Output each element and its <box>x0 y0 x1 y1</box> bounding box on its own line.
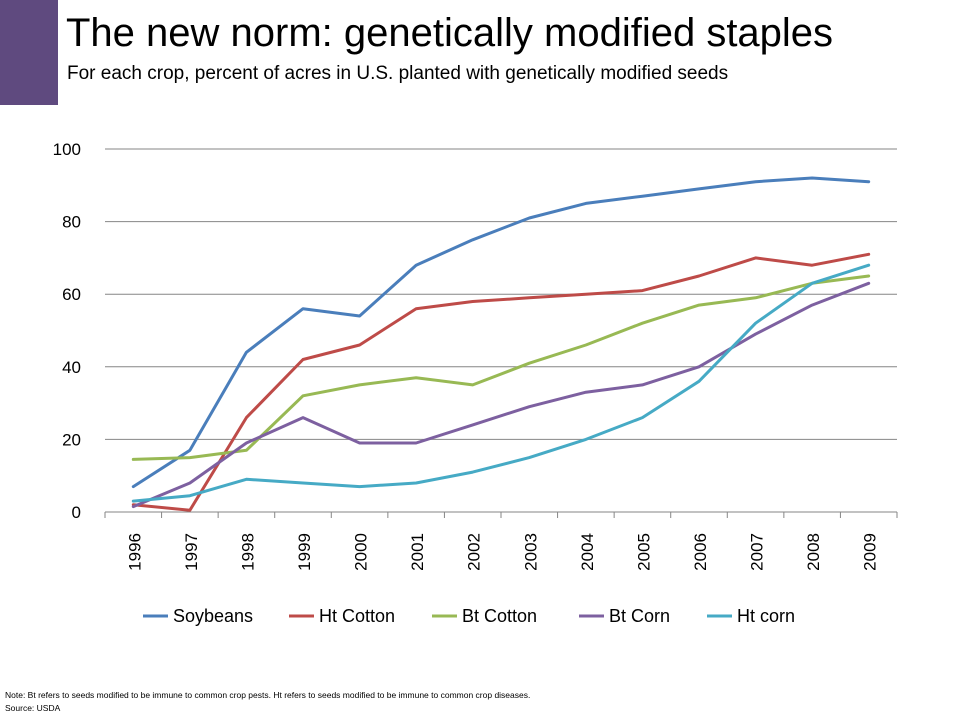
x-tick-label: 2000 <box>352 533 371 571</box>
legend-label-ht-corn: Ht corn <box>737 606 795 626</box>
legend-label-ht-cotton: Ht Cotton <box>319 606 395 626</box>
x-tick-label: 2007 <box>748 533 767 571</box>
x-tick-label: 2006 <box>691 533 710 571</box>
footnote-note: Note: Bt refers to seeds modified to be … <box>5 690 531 700</box>
series-line-bt-cotton <box>131 274 871 461</box>
x-tick-label: 1998 <box>238 533 257 571</box>
series-lines <box>131 176 871 512</box>
accent-bar <box>0 0 58 105</box>
series-line-soybeans <box>131 176 871 489</box>
y-tick-label: 0 <box>72 503 81 522</box>
y-tick-label: 100 <box>53 140 81 159</box>
y-tick-label: 80 <box>62 213 81 232</box>
x-tick-label: 2004 <box>578 533 597 571</box>
legend: Soybeans Ht Cotton Bt Cotton Bt Corn Ht corn <box>143 606 795 626</box>
x-tick-label: 2009 <box>861 533 880 571</box>
x-tick-label: 2002 <box>465 533 484 571</box>
x-tick-label: 2008 <box>804 533 823 571</box>
slide-subtitle: For each crop, percent of acres in U.S. … <box>67 63 729 84</box>
footnote-source: Source: USDA <box>5 703 61 713</box>
y-tick-label: 40 <box>62 358 81 377</box>
series-line-bt-corn <box>131 281 871 509</box>
y-tick-label: 60 <box>62 285 81 304</box>
x-tick-label: 1999 <box>295 533 314 571</box>
slide-title: The new norm: genetically modified stapl… <box>66 11 834 55</box>
axes: 0 20 40 60 80 100 1996 1997 1998 1999 2000 2001 2002… <box>53 140 898 571</box>
series-line-ht-corn <box>131 263 871 503</box>
x-tick-label: 1997 <box>182 533 201 571</box>
x-tick-label: 2005 <box>634 533 653 571</box>
x-tick-label: 2003 <box>521 533 540 571</box>
x-tick-label: 2001 <box>408 533 427 571</box>
x-tick-label: 1996 <box>125 533 144 571</box>
y-tick-label: 20 <box>62 430 81 449</box>
series-line-ht-cotton <box>131 252 871 512</box>
legend-label-soybeans: Soybeans <box>173 606 253 626</box>
gridlines <box>105 148 897 440</box>
legend-label-bt-corn: Bt Corn <box>609 606 670 626</box>
legend-label-bt-cotton: Bt Cotton <box>462 606 537 626</box>
